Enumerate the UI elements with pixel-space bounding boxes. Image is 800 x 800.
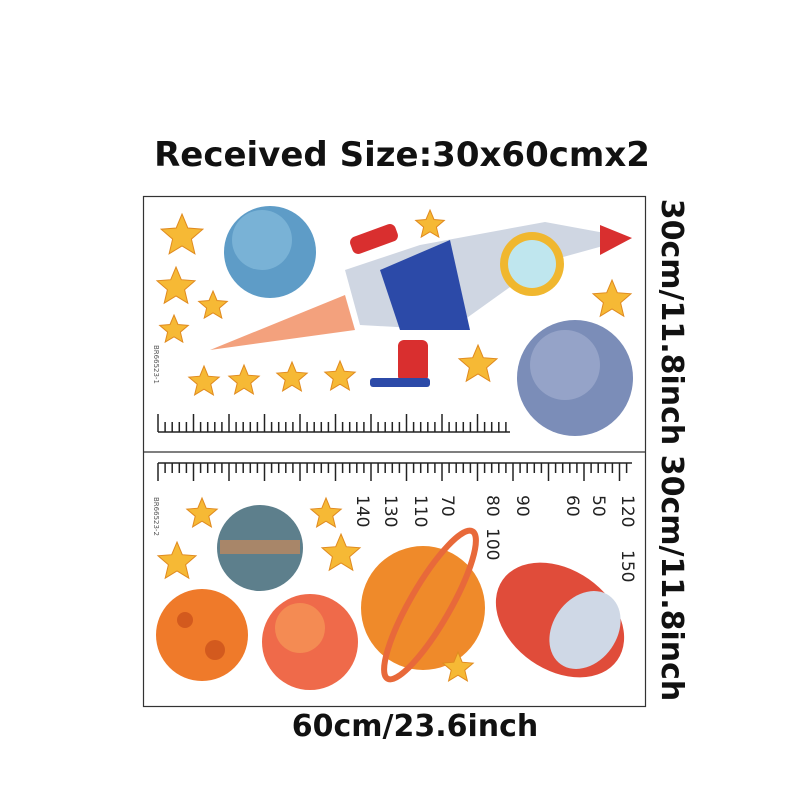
star xyxy=(309,496,343,528)
star xyxy=(197,289,229,320)
crater xyxy=(177,612,193,628)
star xyxy=(320,532,362,572)
star xyxy=(457,343,499,383)
rocket-nose xyxy=(600,225,632,255)
product-code: BR66523-2 xyxy=(152,497,160,536)
planet-ring xyxy=(381,527,479,683)
star xyxy=(187,364,221,396)
star xyxy=(275,360,309,392)
ruler-number: 130 xyxy=(380,495,400,527)
orange-moon xyxy=(156,589,248,681)
height-label: 30cm/11.8inch xyxy=(654,199,689,446)
rocket-leg xyxy=(370,378,430,387)
star xyxy=(158,313,190,344)
rocket-glass xyxy=(508,240,556,288)
height-label: 30cm/11.8inch xyxy=(654,455,689,702)
rocket-flame xyxy=(210,295,355,350)
rulers xyxy=(157,414,632,481)
star xyxy=(591,278,633,318)
ruler-number: 70 xyxy=(437,495,457,517)
stars xyxy=(155,208,633,682)
rocket-fin xyxy=(398,340,428,382)
crater xyxy=(205,640,225,660)
star xyxy=(159,212,205,255)
rocket-fin xyxy=(350,224,398,254)
title: Received Size:30x60cmx2 xyxy=(154,135,650,175)
star xyxy=(156,540,198,580)
star xyxy=(441,650,475,682)
ruler-number: 110 xyxy=(410,495,430,527)
ufo-dome xyxy=(549,591,621,669)
ruler-number: 100 xyxy=(482,528,502,560)
star xyxy=(185,496,219,528)
planet-shine xyxy=(275,603,325,653)
ruler-number: 150 xyxy=(617,550,637,582)
planet-shine xyxy=(530,330,600,400)
product-code: BR66523-1 xyxy=(152,345,160,384)
star xyxy=(227,363,261,395)
star xyxy=(414,208,446,239)
ruler-number: 60 xyxy=(562,495,582,517)
rocket-band xyxy=(380,240,470,330)
ruler-number: 120 xyxy=(617,495,637,527)
planet-stripe xyxy=(220,540,300,554)
ruler-number: 90 xyxy=(512,495,532,517)
star xyxy=(155,265,197,305)
planet-shine xyxy=(232,210,292,270)
ruler-number: 80 xyxy=(482,495,502,517)
width-label: 60cm/23.6inch xyxy=(292,709,539,744)
ruler-number: 50 xyxy=(588,495,608,517)
illustrations xyxy=(156,206,633,690)
star xyxy=(323,359,357,391)
ruler-number: 140 xyxy=(352,495,372,527)
